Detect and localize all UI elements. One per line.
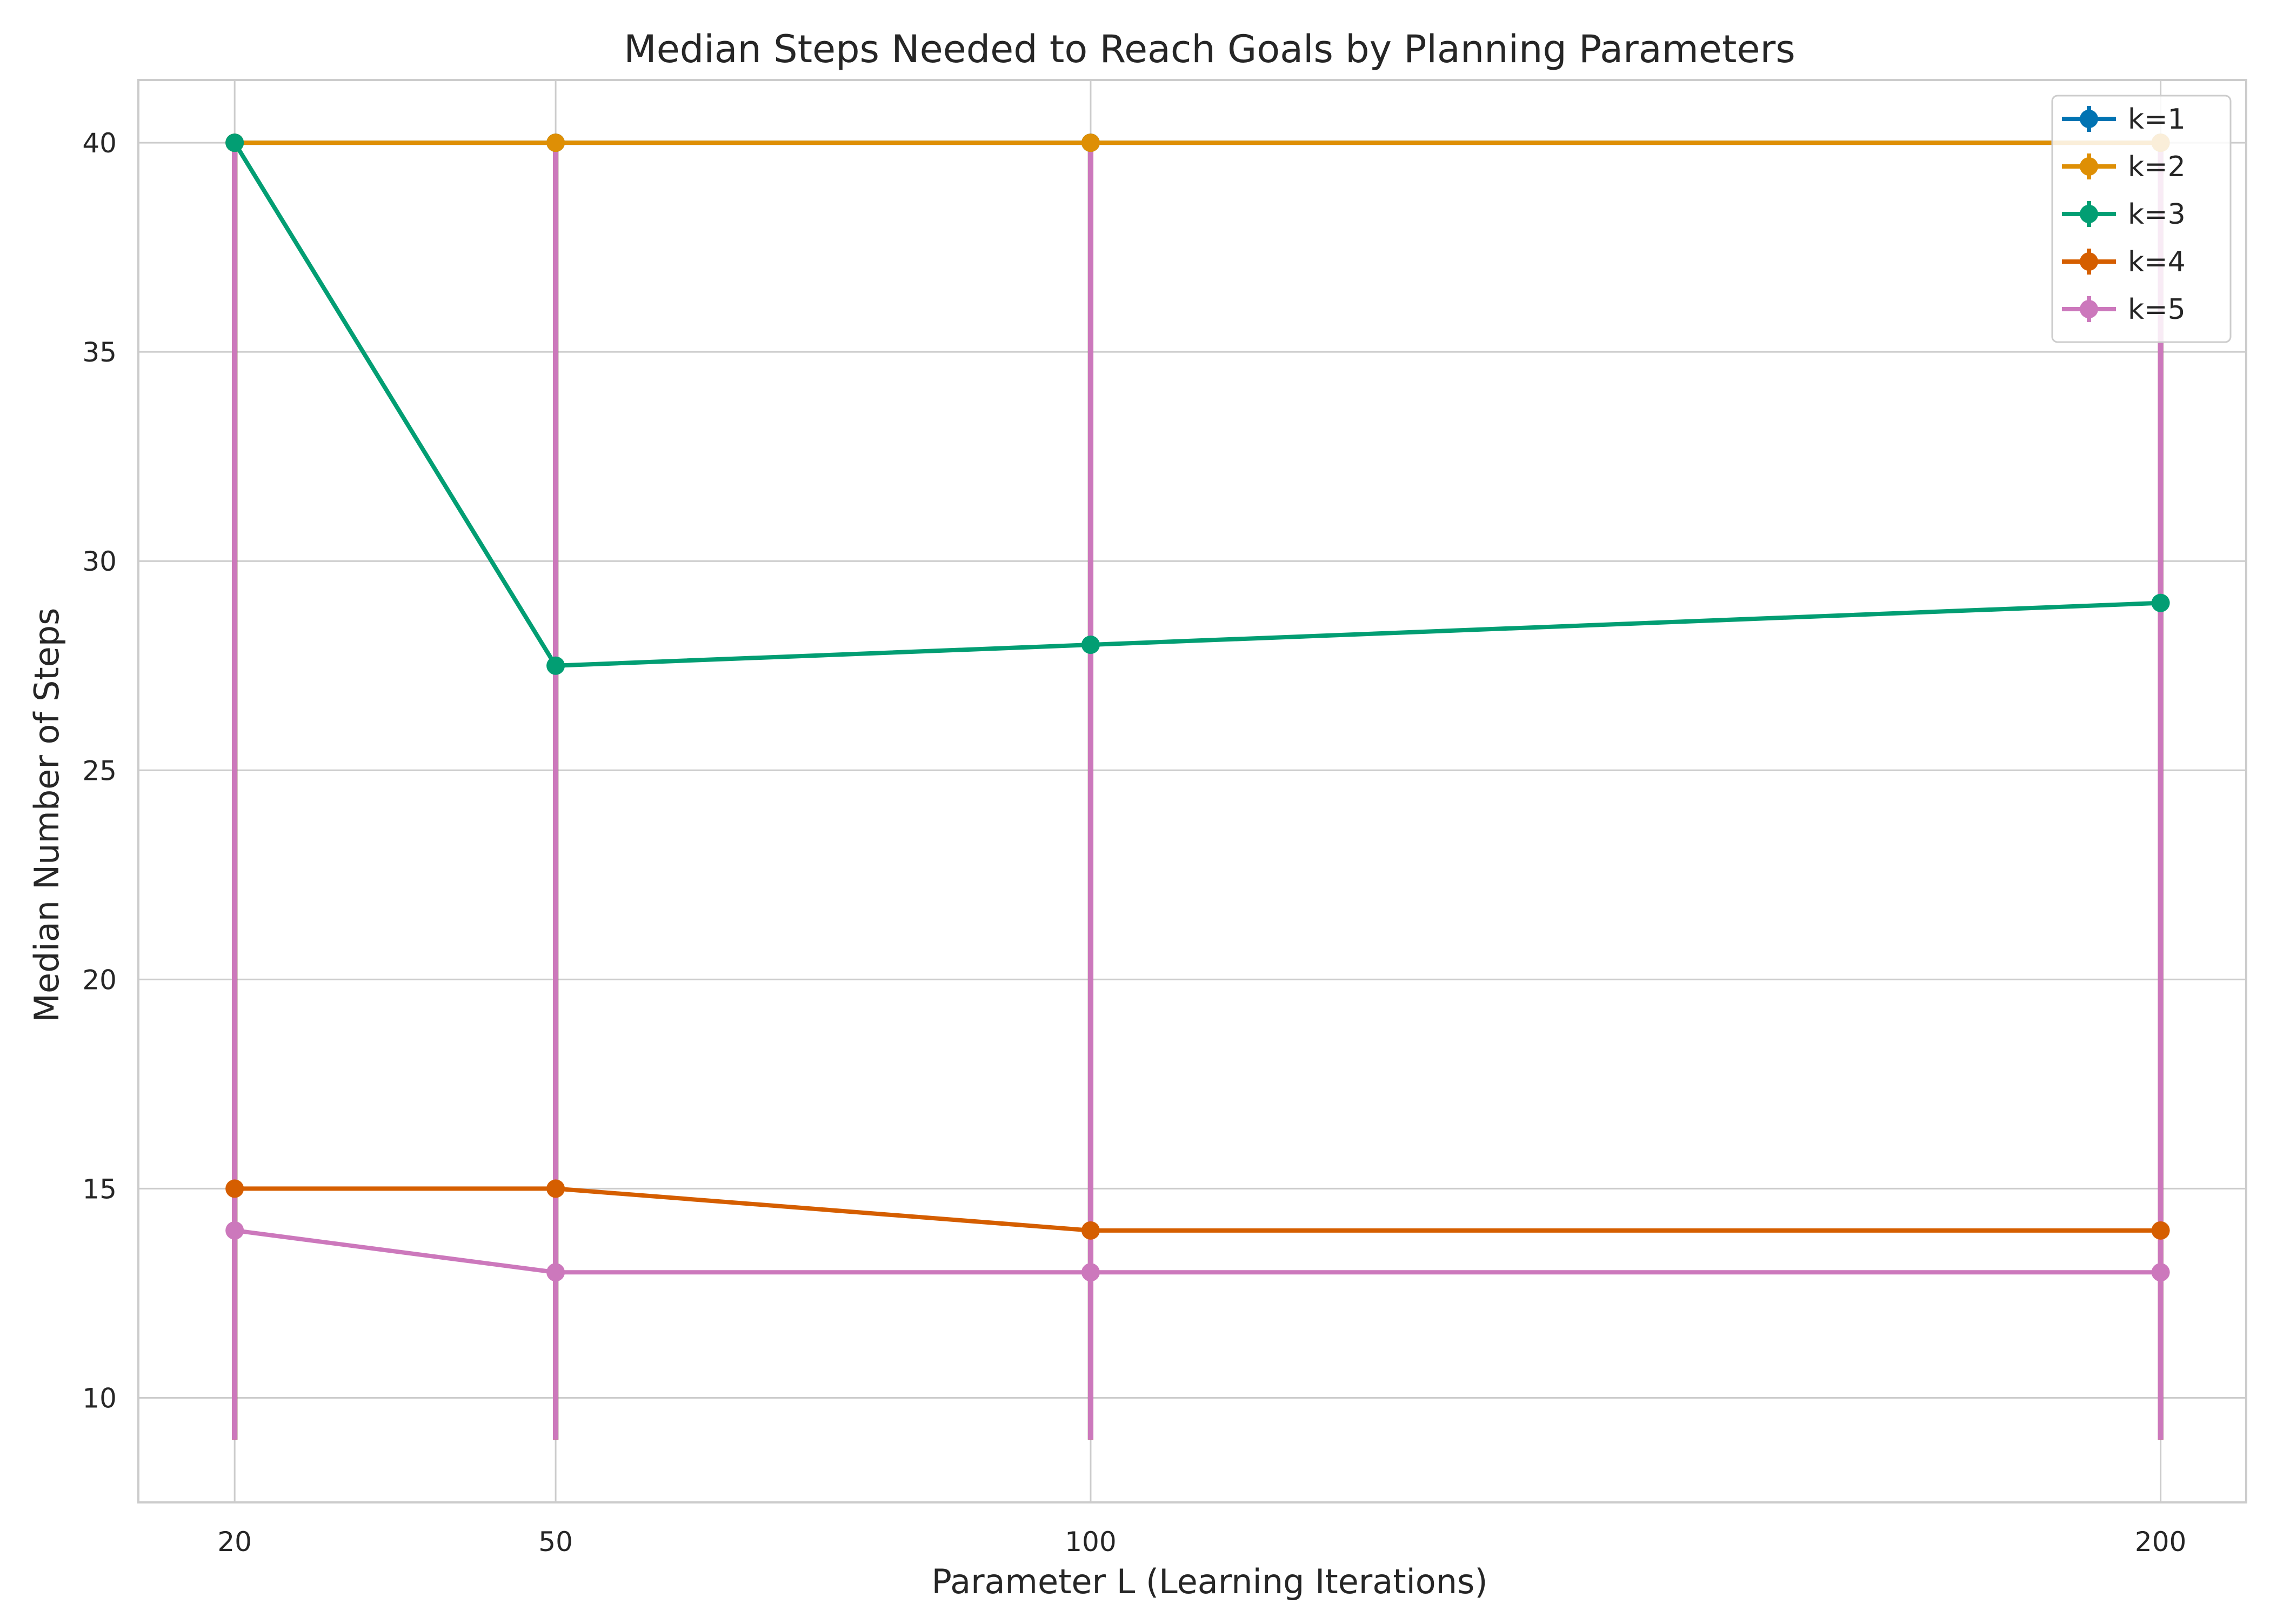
legend-swatch-marker — [2080, 252, 2098, 271]
data-point — [546, 656, 565, 675]
legend-label: k=5 — [2128, 293, 2186, 326]
data-point — [225, 133, 244, 152]
y-tick-label: 15 — [82, 1173, 117, 1205]
x-tick-label: 200 — [2135, 1526, 2186, 1558]
data-point — [546, 1263, 565, 1282]
data-point — [1081, 1263, 1100, 1282]
legend-label: k=3 — [2128, 198, 2186, 231]
data-point — [2151, 593, 2170, 612]
series — [225, 133, 2170, 1282]
chart-title: Median Steps Needed to Reach Goals by Pl… — [624, 27, 1795, 71]
x-tick-label: 20 — [217, 1526, 252, 1558]
legend-swatch-marker — [2080, 300, 2098, 318]
legend-swatch-marker — [2080, 157, 2098, 176]
legend-label: k=2 — [2128, 151, 2186, 183]
x-tick-label: 100 — [1065, 1526, 1116, 1558]
data-point — [225, 1179, 244, 1198]
data-point — [1081, 636, 1100, 654]
y-tick-label: 20 — [82, 964, 117, 995]
legend-label: k=1 — [2128, 103, 2186, 136]
x-tick-label: 50 — [538, 1526, 573, 1558]
legend-label: k=4 — [2128, 246, 2186, 278]
series-line — [232, 1186, 2163, 1233]
data-point — [546, 133, 565, 152]
y-tick-label: 30 — [82, 546, 117, 577]
legend: k=1 k=2 k=3 k=4 k=5 — [2051, 95, 2232, 343]
plot-frame — [137, 79, 2247, 1503]
series-line — [232, 1228, 2163, 1275]
legend-swatch-marker — [2080, 205, 2098, 223]
data-point — [225, 1221, 244, 1240]
legend-box — [2051, 95, 2232, 343]
data-point — [2151, 1263, 2170, 1282]
y-tick-label: 25 — [82, 755, 117, 786]
legend-swatch-marker — [2080, 110, 2098, 128]
data-point — [1081, 133, 1100, 152]
y-axis-label: Median Number of Steps — [27, 608, 66, 1022]
data-point — [546, 1179, 565, 1198]
data-point — [2151, 1221, 2170, 1240]
x-axis-label: Parameter L (Learning Iterations) — [931, 1562, 1487, 1601]
series-line — [232, 141, 2163, 668]
data-point — [1081, 1221, 1100, 1240]
ticks: 10 15 20 25 30 35 40 20 50 100 200 — [82, 128, 2186, 1558]
y-tick-label: 10 — [82, 1382, 117, 1414]
y-tick-label: 40 — [82, 128, 117, 159]
y-tick-label: 35 — [82, 337, 117, 368]
